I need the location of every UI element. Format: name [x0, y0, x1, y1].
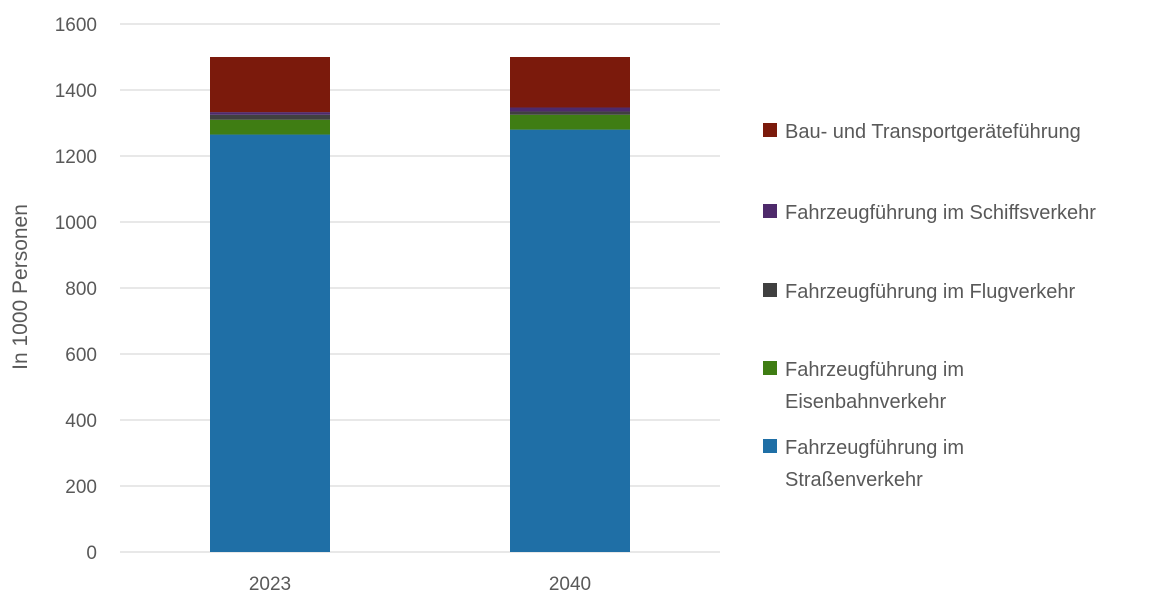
legend-label: Fahrzeugführung im [785, 359, 964, 381]
legend-label: Fahrzeugführung im Flugverkehr [785, 281, 1075, 303]
legend-swatch [763, 283, 777, 297]
legend: Bau- und Transportgeräteführung Fahrzeugf… [763, 121, 1096, 491]
bars [210, 57, 630, 553]
y-tick-label: 1600 [55, 15, 97, 36]
legend-label: Eisenbahnverkehr [785, 391, 947, 413]
legend-entry: Fahrzeugführung im Eisenbahnverkehr [763, 359, 964, 413]
y-tick-label: 600 [65, 345, 97, 366]
bar-segment [510, 114, 630, 130]
bar-segment [210, 134, 330, 553]
x-tick-label: 2023 [249, 574, 291, 595]
bar-segment [510, 129, 630, 552]
bar-segment [210, 119, 330, 135]
legend-entry: Fahrzeugführung im Straßenverkehr [763, 437, 964, 491]
y-tick-label: 1200 [55, 147, 97, 168]
y-axis-ticks: 0 200 400 600 800 1000 1200 1400 1600 [55, 15, 97, 564]
legend-swatch [763, 204, 777, 218]
legend-entry: Fahrzeugführung im Schiffsverkehr [763, 202, 1096, 224]
bar-segment [210, 114, 330, 120]
legend-label: Fahrzeugführung im Schiffsverkehr [785, 202, 1096, 224]
y-tick-label: 400 [65, 411, 97, 432]
legend-swatch [763, 439, 777, 453]
legend-entry: Fahrzeugführung im Flugverkehr [763, 281, 1075, 303]
y-tick-label: 800 [65, 279, 97, 300]
bar-segment [510, 111, 630, 115]
legend-swatch [763, 361, 777, 375]
bar-segment [510, 107, 630, 112]
y-axis-title: In 1000 Personen [9, 204, 32, 370]
legend-label: Fahrzeugführung im [785, 437, 964, 459]
bar-segment [210, 57, 330, 113]
x-tick-label: 2040 [549, 574, 591, 595]
bar-segment [510, 57, 630, 108]
legend-label: Straßenverkehr [785, 469, 923, 491]
y-tick-label: 1400 [55, 81, 97, 102]
legend-swatch [763, 123, 777, 137]
y-tick-label: 1000 [55, 213, 97, 234]
legend-entry: Bau- und Transportgeräteführung [763, 121, 1081, 143]
legend-label: Bau- und Transportgeräteführung [785, 121, 1081, 143]
x-axis-ticks: 2023 2040 [249, 574, 591, 595]
y-tick-label: 200 [65, 477, 97, 498]
y-tick-label: 0 [86, 543, 97, 564]
bar-segment [210, 112, 330, 115]
